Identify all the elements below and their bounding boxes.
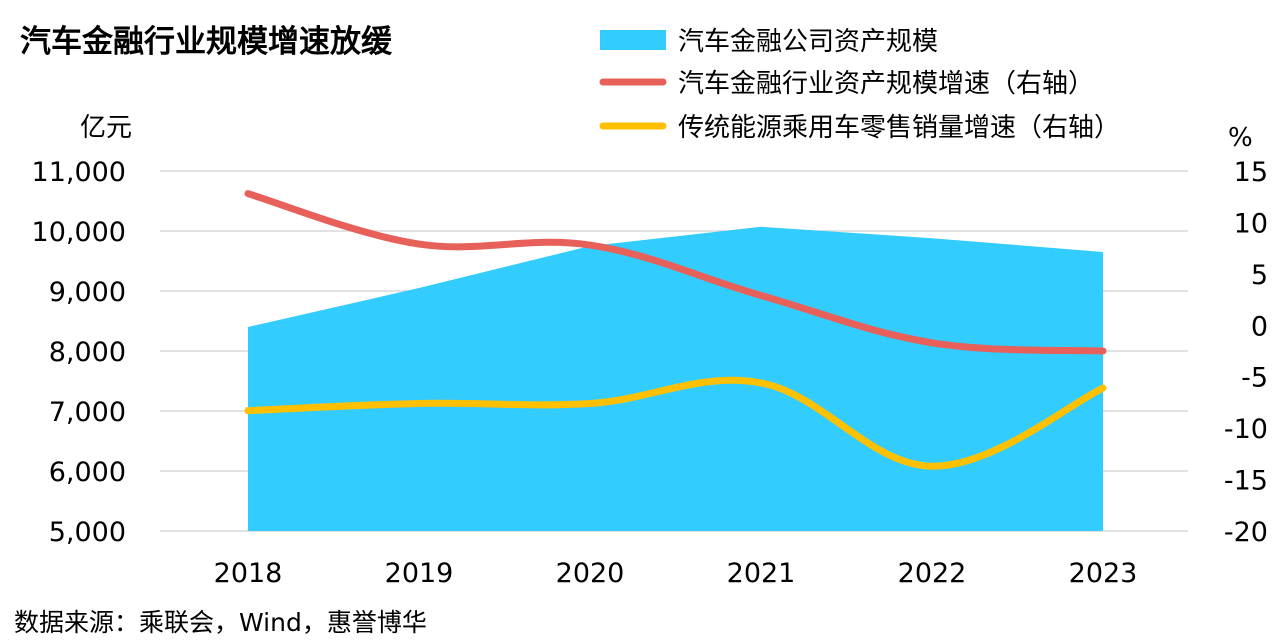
right-tick-label: -5 xyxy=(1241,363,1268,394)
right-tick-label: 5 xyxy=(1251,260,1268,291)
x-tick-label: 2019 xyxy=(385,558,454,589)
right-tick-label: 10 xyxy=(1234,208,1268,239)
x-tick-label: 2022 xyxy=(898,558,967,589)
right-axis: -20 -15 -10 -5 0 5 10 15 xyxy=(1224,157,1268,548)
line-series xyxy=(244,190,1107,470)
legend-industry-asset-growth: 汽车金融行业资产规模增速（右轴） xyxy=(678,69,1094,99)
right-tick-label: -10 xyxy=(1224,414,1268,445)
source-note: 数据来源：乘联会，Wind，惠誉博华 xyxy=(14,608,427,637)
left-tick-label: 9,000 xyxy=(49,277,126,308)
left-tick-label: 7,000 xyxy=(49,397,126,428)
x-tick-label: 2023 xyxy=(1069,558,1138,589)
x-tick-label: 2021 xyxy=(727,558,796,589)
left-tick-label: 5,000 xyxy=(49,517,126,548)
right-tick-label: -15 xyxy=(1224,466,1268,497)
left-tick-label: 10,000 xyxy=(32,217,126,248)
line-ice-retail-sales-growth xyxy=(244,376,1107,470)
right-tick-label: 0 xyxy=(1251,311,1268,342)
left-tick-label: 8,000 xyxy=(49,337,126,368)
legend-company-assets: 汽车金融公司资产规模 xyxy=(678,27,938,57)
left-tick-label: 11,000 xyxy=(32,157,126,188)
x-axis: 2018 2019 2020 2021 2022 2023 xyxy=(214,558,1138,589)
area-series xyxy=(248,226,1103,532)
left-tick-label: 6,000 xyxy=(49,457,126,488)
left-axis: 5,000 6,000 7,000 8,000 9,000 10,000 11,000 xyxy=(32,157,126,548)
chart-title: 汽车金融行业规模增速放缓 xyxy=(20,24,393,60)
x-tick-label: 2018 xyxy=(214,558,283,589)
legend-swatch xyxy=(600,30,666,50)
line-industry-asset-growth xyxy=(244,190,1107,355)
left-axis-unit: 亿元 xyxy=(80,113,132,143)
x-tick-label: 2020 xyxy=(556,558,625,589)
area-company-assets xyxy=(248,226,1103,532)
right-tick-label: 15 xyxy=(1234,157,1268,188)
right-axis-unit: % xyxy=(1228,123,1253,153)
legend-ice-retail-sales-growth: 传统能源乘用车零售销量增速（右轴） xyxy=(678,113,1120,143)
right-tick-label: -20 xyxy=(1224,517,1268,548)
